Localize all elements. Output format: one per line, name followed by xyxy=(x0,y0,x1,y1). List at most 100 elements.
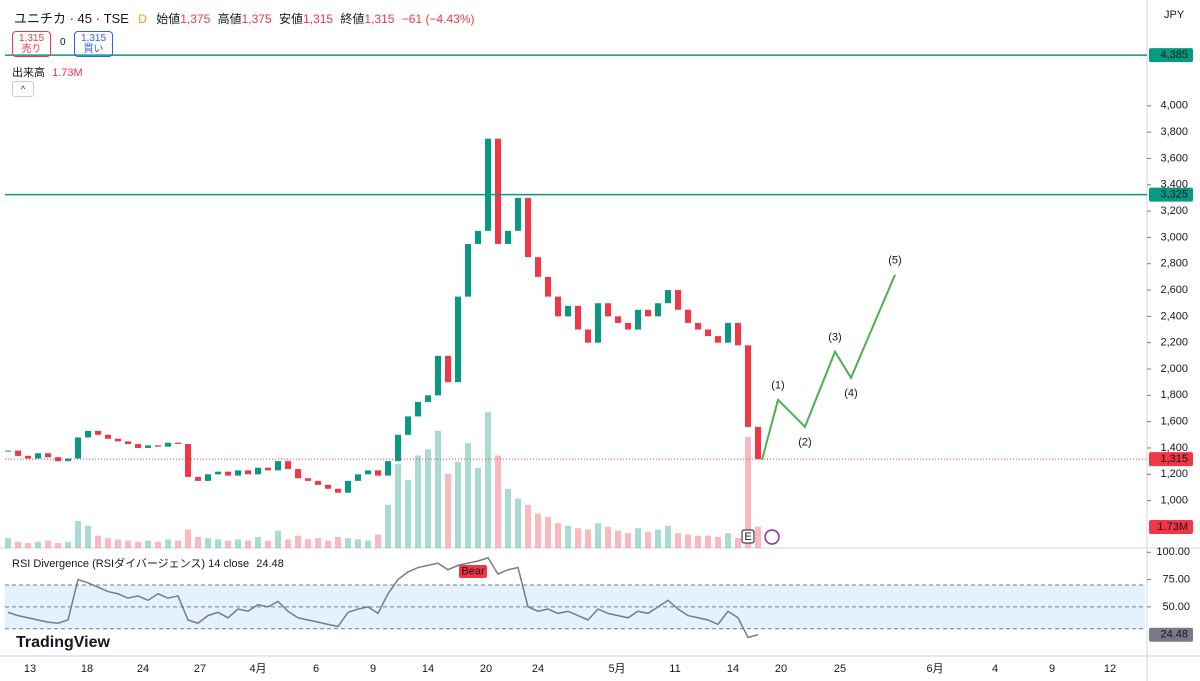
volume-bar xyxy=(635,528,641,548)
rsi-tick-label: 50.00 xyxy=(1162,601,1190,613)
candle xyxy=(475,230,481,244)
sell-label: 売り xyxy=(21,44,42,55)
currency[interactable]: JPY xyxy=(1164,9,1185,21)
candle xyxy=(655,303,661,317)
candle xyxy=(175,442,181,445)
collapse-button[interactable]: ^ xyxy=(12,81,34,97)
x-tick-label: 12 xyxy=(1104,663,1116,675)
candle xyxy=(265,467,271,471)
buy-price: 1,315 xyxy=(81,33,107,44)
candle xyxy=(455,296,461,383)
wave-label: (3) xyxy=(828,332,841,344)
y-tick-label: 3,600 xyxy=(1160,152,1188,164)
candle xyxy=(285,461,291,470)
volume-bar xyxy=(435,430,441,548)
last-price-label: 1,315 xyxy=(1160,453,1188,465)
low: 1,315 xyxy=(303,12,334,26)
candle xyxy=(105,434,111,439)
volume-bar xyxy=(195,536,201,548)
x-tick-label: 18 xyxy=(81,663,93,675)
volume-bar xyxy=(725,533,731,548)
volume-label: 出来高 xyxy=(12,67,45,79)
candle xyxy=(725,322,731,343)
open-label: 始値 xyxy=(156,12,181,26)
volume-bar xyxy=(475,467,481,548)
candle xyxy=(415,401,421,417)
rsi-line xyxy=(7,556,759,639)
level-tag xyxy=(1149,187,1193,202)
volume-bar xyxy=(755,526,761,548)
logo[interactable]: TradingView xyxy=(16,634,110,651)
volume-bar xyxy=(405,480,411,548)
x-tick-label: 9 xyxy=(1049,663,1055,675)
candle xyxy=(225,471,231,476)
candle xyxy=(505,230,511,244)
high-label: 高値 xyxy=(217,12,242,26)
candle xyxy=(645,309,651,317)
y-tick-label: 4,000 xyxy=(1160,100,1188,112)
candle xyxy=(135,444,141,448)
volume-bar xyxy=(65,541,71,548)
x-tick-label: 14 xyxy=(422,663,434,675)
x-tick-label: 25 xyxy=(834,663,846,675)
sell-button[interactable]: 1,315 売り xyxy=(12,31,52,57)
candle xyxy=(635,309,641,330)
x-tick-label: 20 xyxy=(480,663,492,675)
open: 1,375 xyxy=(180,12,211,26)
volume-bar xyxy=(45,540,51,548)
x-tick-label: 11 xyxy=(669,663,680,675)
candle xyxy=(585,329,591,343)
x-tick-label: 4 xyxy=(992,663,998,675)
candle xyxy=(5,450,11,452)
rsi-tick-label: 75.00 xyxy=(1162,573,1190,585)
candle xyxy=(715,336,721,343)
candle xyxy=(45,453,51,458)
buy-button[interactable]: 1,315 買い xyxy=(74,31,114,57)
volume-bar xyxy=(705,535,711,548)
x-tick-label: 27 xyxy=(194,663,206,675)
volume-bar xyxy=(385,504,391,548)
volume-bar xyxy=(505,488,511,548)
candle xyxy=(445,355,451,383)
candle xyxy=(755,426,761,460)
candle xyxy=(545,276,551,297)
candle xyxy=(255,467,261,475)
candle xyxy=(385,461,391,476)
volume-bar xyxy=(305,539,311,548)
candle xyxy=(625,322,631,330)
candle xyxy=(435,355,441,396)
volume-bar xyxy=(25,543,31,548)
candle xyxy=(125,441,131,445)
volume-bar xyxy=(215,539,221,548)
candle xyxy=(215,471,221,475)
volume-bar xyxy=(565,525,571,548)
level-label: 4,385 xyxy=(1160,49,1188,61)
y-tick-label: 1,600 xyxy=(1160,416,1188,428)
high: 1,375 xyxy=(241,12,272,26)
y-tick-label: 2,600 xyxy=(1160,284,1188,296)
volume-bar xyxy=(255,536,261,548)
volume-bar xyxy=(175,540,181,548)
close: 1,315 xyxy=(364,12,395,26)
close-label: 終値 xyxy=(340,12,365,26)
symbol[interactable]: ユニチカ · 45 · TSE xyxy=(14,11,129,26)
volume-bar xyxy=(515,498,521,548)
candle xyxy=(85,430,91,438)
x-tick-label: 9 xyxy=(370,663,376,675)
volume-bar xyxy=(455,461,461,548)
volume-bar xyxy=(675,533,681,548)
sell-price: 1,315 xyxy=(19,33,45,44)
volume-bar xyxy=(715,536,721,548)
candle xyxy=(155,445,161,447)
candle xyxy=(565,305,571,317)
interval[interactable]: D xyxy=(138,12,147,26)
candle xyxy=(665,290,671,304)
candle xyxy=(395,434,401,462)
volume-bar xyxy=(105,538,111,548)
rsi-last-label: 24.48 xyxy=(1160,629,1188,641)
volume-bar xyxy=(355,539,361,548)
candle xyxy=(325,484,331,489)
volume-bar xyxy=(555,523,561,548)
candle xyxy=(295,469,301,479)
wave-label: (5) xyxy=(888,255,901,267)
